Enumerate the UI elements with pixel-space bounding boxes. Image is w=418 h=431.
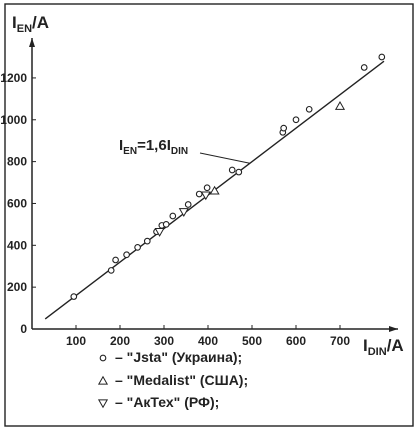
data-point-circle [162,221,170,228]
data-point-triangle-down [154,228,165,237]
fit-line-annotation: IEN=1,6IDIN [119,137,188,157]
ticks-group: 100 200 300 400 500 600 700 0 200 400 600 800 1000 12… [0,71,350,348]
legend-marker-triangle-down [97,399,109,409]
data-point-triangle-up [334,100,346,110]
data-point-circle [378,53,386,61]
points-group [70,53,386,300]
data-point-circle [235,168,243,176]
data-point-circle [195,190,203,198]
y-tick-label: 200 [7,280,27,294]
y-tick-label: 0 [20,322,27,336]
legend-marker-circle [99,354,107,362]
y-axis-arrow [29,38,35,47]
legend-marker-triangle-up [97,375,109,385]
x-tick-label: 400 [198,334,218,348]
y-tick-label: 600 [7,196,27,210]
outer-frame [4,3,414,427]
x-tick-label: 200 [110,334,130,348]
y-tick-label: 1000 [0,113,27,127]
data-point-circle [280,124,288,132]
data-point-circle [184,201,192,208]
data-point-circle [70,293,78,300]
data-point-circle [134,244,141,251]
data-point-triangle-up [209,185,220,195]
x-tick-label: 500 [242,334,262,348]
x-tick-label: 700 [330,334,350,348]
x-axis-arrow [389,326,398,332]
data-point-triangle-down [200,191,211,201]
data-point-circle [143,237,151,245]
legend-group: – "Jsta" (Украина); – "Medalist" (США); – … [97,349,248,410]
y-tick-label: 1200 [0,71,27,85]
data-point-circle [123,251,130,259]
legend-entry: – "АкТех" (РФ); [115,394,219,410]
x-tick-label: 600 [286,334,306,348]
data-point-circle [228,166,236,174]
legend-entry: – "Medalist" (США); [115,372,248,388]
data-point-circle [305,105,313,113]
y-tick-label: 400 [7,238,27,252]
annotation-leader-line [199,152,250,164]
y-tick-label: 800 [7,155,27,169]
data-point-circle [107,267,115,274]
data-point-circle [292,116,300,124]
data-point-circle [203,184,211,192]
labels-group: IEN=1,6IDIN IEN/A IDIN/A [12,13,404,358]
x-tick-label: 300 [154,334,174,348]
x-axis-label: IDIN/A [363,336,404,358]
axes-group [4,3,414,427]
data-point-circle [112,256,119,264]
x-tick-label: 100 [66,334,86,348]
data-point-triangle-down [178,208,189,218]
legend-entry: – "Jsta" (Украина); [115,349,242,365]
y-axis-label: IEN/A [12,13,49,35]
data-point-circle [169,212,177,220]
data-point-circle [360,64,368,71]
